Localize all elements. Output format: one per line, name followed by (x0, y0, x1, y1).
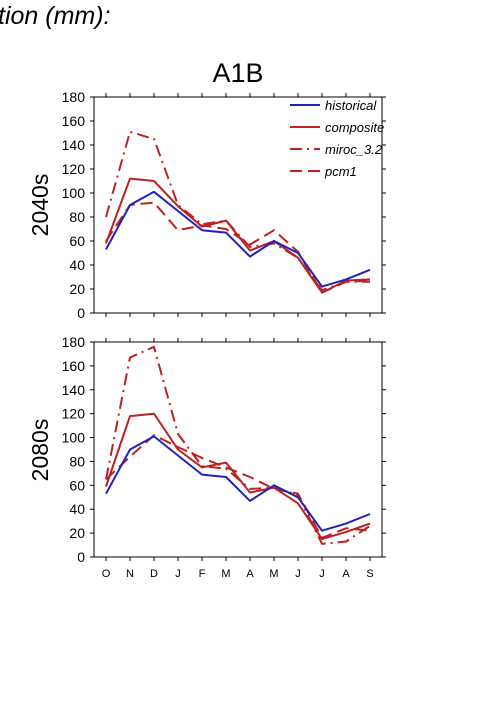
y-tick-label: 0 (77, 305, 85, 321)
series-line-miroc-3-2 (105, 130, 370, 292)
y-tick-label: 20 (69, 525, 85, 541)
plot-frame (93, 341, 383, 558)
x-tick-label: J (319, 568, 325, 580)
y-tick-label: 100 (62, 185, 86, 201)
y-tick-label: 40 (69, 501, 85, 517)
series-line-composite (105, 412, 371, 541)
y-tick-label: 180 (62, 89, 86, 105)
legend-label: composite (325, 120, 384, 135)
y-axis-label: 2040s (27, 174, 53, 237)
legend-label: miroc_3.2 (325, 142, 383, 157)
y-tick-label: 160 (62, 113, 86, 129)
x-tick-label: N (126, 568, 134, 580)
x-tick-label: O (102, 568, 111, 580)
y-tick-label: 160 (62, 358, 86, 374)
legend-label: historical (325, 98, 377, 113)
chart-panel-2: 0 20 40 60 80 100 120 140 160 180 O N D J F M A M J J A S 2080… (27, 334, 386, 580)
x-tick-label: J (295, 568, 301, 580)
y-tick-label: 40 (69, 257, 85, 273)
x-tick-label: A (342, 568, 350, 580)
y-tick-label: 60 (69, 477, 85, 493)
series-line-miroc-3-2 (105, 345, 371, 545)
x-tick-label: J (175, 568, 181, 580)
y-tick-label: 180 (62, 334, 86, 350)
y-tick-label: 100 (62, 430, 86, 446)
chart-title: A1B (212, 58, 263, 88)
series-line-historical (105, 190, 371, 288)
y-tick-label: 120 (62, 406, 86, 422)
chart-panel-1: 0 20 40 60 80 100 120 140 160 180 2040s A1B historic… (27, 58, 386, 321)
y-tick-label: 140 (62, 382, 86, 398)
figure-title: tion (mm): (0, 2, 111, 30)
x-tick-label: D (150, 568, 158, 580)
y-tick-label: 60 (69, 233, 85, 249)
series-line-historical (105, 435, 371, 532)
x-tick-label: M (269, 568, 278, 580)
legend-label: pcm1 (324, 164, 357, 179)
y-axis-label: 2080s (27, 419, 53, 482)
plot-frame (93, 96, 383, 314)
y-tick-label: 80 (69, 209, 85, 225)
y-tick-label: 140 (62, 137, 86, 153)
x-tick-label: S (366, 568, 373, 580)
y-tick-label: 120 (62, 161, 86, 177)
series-line-pcm1 (105, 434, 371, 539)
x-tick-label: M (221, 568, 230, 580)
x-tick-label: A (246, 568, 254, 580)
y-tick-label: 20 (69, 281, 85, 297)
series-line-pcm1 (105, 201, 371, 294)
y-tick-label: 80 (69, 453, 85, 469)
x-tick-label: F (199, 568, 206, 580)
y-tick-label: 0 (77, 549, 85, 565)
